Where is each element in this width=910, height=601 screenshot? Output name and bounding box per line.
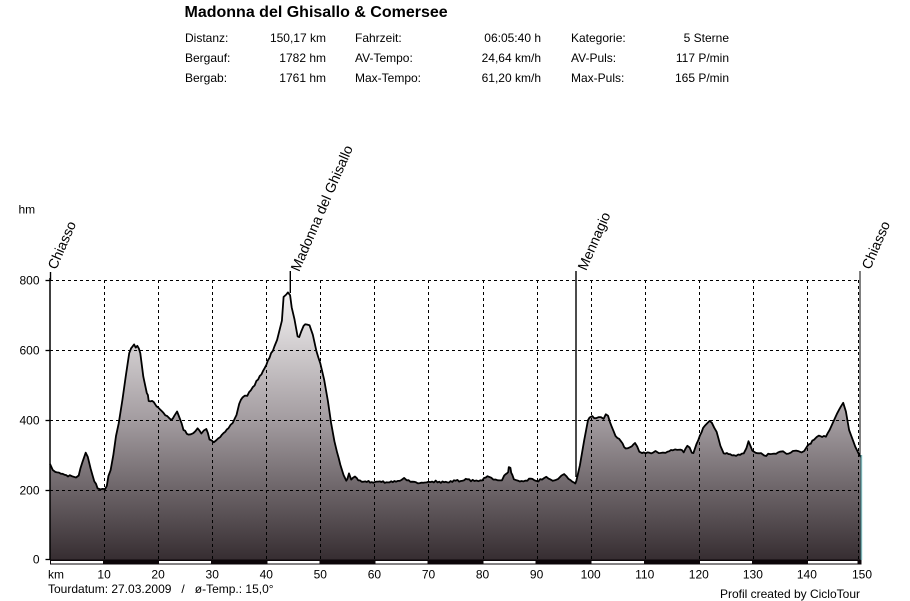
svg-text:km: km [48, 568, 64, 582]
svg-text:90: 90 [530, 568, 544, 582]
svg-text:30: 30 [206, 568, 220, 582]
svg-text:40: 40 [260, 568, 274, 582]
svg-text:50: 50 [314, 568, 328, 582]
svg-text:600: 600 [19, 344, 39, 358]
svg-text:140: 140 [797, 568, 817, 582]
svg-text:800: 800 [19, 274, 39, 288]
svg-text:0: 0 [33, 553, 40, 567]
svg-text:70: 70 [422, 568, 436, 582]
svg-text:hm: hm [19, 203, 36, 217]
svg-text:80: 80 [476, 568, 490, 582]
svg-text:10: 10 [97, 568, 111, 582]
svg-text:150: 150 [852, 568, 872, 582]
svg-text:20: 20 [151, 568, 165, 582]
svg-text:60: 60 [368, 568, 382, 582]
svg-text:100: 100 [581, 568, 601, 582]
svg-text:110: 110 [635, 568, 654, 582]
svg-text:200: 200 [19, 484, 39, 498]
svg-text:400: 400 [19, 414, 39, 428]
svg-text:120: 120 [689, 568, 709, 582]
svg-text:130: 130 [743, 568, 763, 582]
